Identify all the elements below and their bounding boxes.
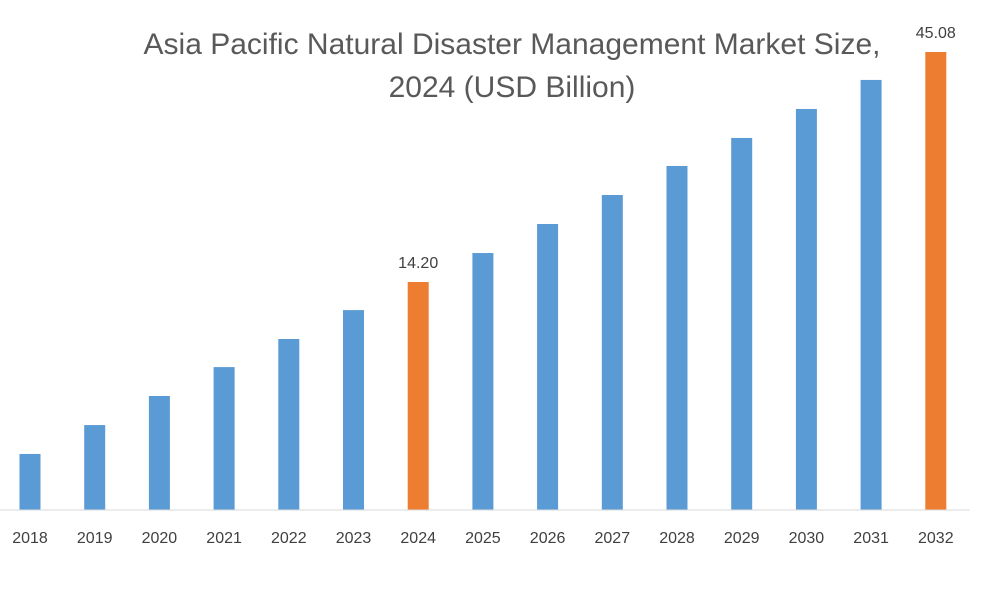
bar-2031 <box>860 79 882 511</box>
bar-2027 <box>601 195 623 510</box>
x-tick-label-2031: 2031 <box>853 530 889 547</box>
bar-2028 <box>666 165 688 510</box>
x-tick-label-2020: 2020 <box>142 530 178 547</box>
bar-2019 <box>84 425 106 510</box>
bar-2020 <box>148 396 170 510</box>
bar-2029 <box>731 137 753 510</box>
chart-title-line-1: Asia Pacific Natural Disaster Management… <box>144 28 881 61</box>
data-label-2032: 45.08 <box>916 25 956 42</box>
data-label-2024: 14.20 <box>398 255 438 272</box>
bar-2023 <box>343 310 364 510</box>
x-tick-label-2032: 2032 <box>918 530 954 547</box>
bar-2025 <box>472 253 494 510</box>
x-tick-label-2025: 2025 <box>465 530 501 547</box>
bar-2018 <box>19 453 41 510</box>
x-tick-label-2018: 2018 <box>12 530 48 547</box>
bar-2022 <box>278 339 300 510</box>
x-tick-label-2019: 2019 <box>77 530 113 547</box>
x-tick-label-2028: 2028 <box>659 530 695 547</box>
bar-2030 <box>795 108 817 510</box>
x-tick-label-2027: 2027 <box>595 530 631 547</box>
x-tick-label-2030: 2030 <box>789 530 825 547</box>
x-tick-label-2021: 2021 <box>206 530 242 547</box>
bar-2032 <box>925 52 947 510</box>
x-tick-label-2022: 2022 <box>271 530 307 547</box>
x-tick-label-2026: 2026 <box>530 530 566 547</box>
bar-2026 <box>537 223 559 510</box>
x-tick-label-2029: 2029 <box>724 530 760 547</box>
bar-2024 <box>407 282 429 510</box>
chart-title-line-2: 2024 (USD Billion) <box>389 71 636 104</box>
bar-2021 <box>213 367 235 510</box>
x-tick-label-2023: 2023 <box>336 530 372 547</box>
x-tick-label-2024: 2024 <box>400 530 436 547</box>
